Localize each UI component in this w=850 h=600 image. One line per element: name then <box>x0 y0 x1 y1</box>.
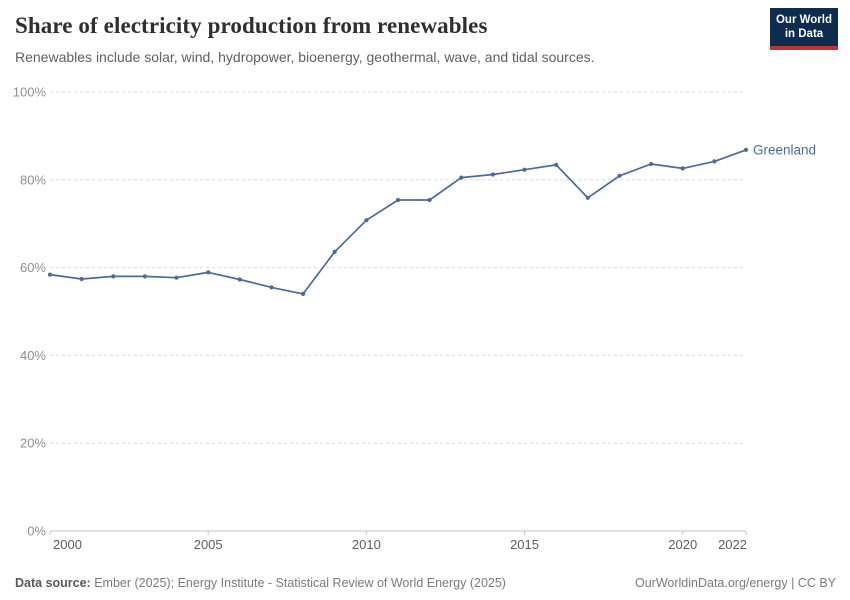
x-tick-label: 2005 <box>194 537 223 552</box>
y-tick-label: 0% <box>27 524 46 539</box>
data-point <box>680 166 685 171</box>
data-source-label: Data source: <box>15 576 91 590</box>
data-point <box>206 270 211 275</box>
data-point <box>364 218 369 223</box>
y-tick-label: 80% <box>20 172 46 187</box>
chart-footer: Data source: Ember (2025); Energy Instit… <box>15 576 836 590</box>
data-source-text: Ember (2025); Energy Institute - Statist… <box>90 576 506 590</box>
data-point <box>427 197 432 203</box>
owid-logo-line2: in Data <box>784 28 824 40</box>
data-point <box>79 276 84 282</box>
series-line <box>49 149 747 295</box>
data-point <box>459 175 464 180</box>
data-point <box>174 275 179 280</box>
chart-header: Share of electricity production from ren… <box>15 12 760 66</box>
data-point <box>554 162 559 167</box>
data-point <box>490 172 495 177</box>
data-point <box>522 167 527 172</box>
data-point <box>585 195 590 200</box>
data-point <box>142 274 147 279</box>
data-point <box>332 249 337 254</box>
y-tick-label: 60% <box>20 260 46 275</box>
data-point <box>47 272 53 277</box>
owid-logo[interactable]: Our World in Data <box>770 8 838 50</box>
data-source: Data source: Ember (2025); Energy Instit… <box>15 576 506 590</box>
data-point <box>743 147 749 152</box>
data-point <box>395 197 401 203</box>
series-end-label: Greenland <box>753 142 816 157</box>
y-tick-label: 40% <box>20 348 46 363</box>
chart-subtitle: Renewables include solar, wind, hydropow… <box>15 48 595 65</box>
data-point <box>269 285 274 290</box>
x-tick-label: 2020 <box>668 537 697 552</box>
owid-logo-line1: Our World <box>775 13 832 26</box>
data-point <box>649 161 654 167</box>
data-point <box>111 274 116 279</box>
chart-title: Share of electricity production from ren… <box>15 13 488 38</box>
y-tick-label: 100% <box>13 85 47 100</box>
x-tick-label: 2010 <box>352 537 381 552</box>
data-point <box>237 277 242 282</box>
data-point <box>301 291 306 296</box>
data-point <box>617 173 622 178</box>
x-tick-label: 2022 <box>718 537 747 552</box>
x-tick-label: 2015 <box>510 537 539 552</box>
y-tick-label: 20% <box>20 436 46 451</box>
x-tick-label: 2000 <box>53 537 82 552</box>
credit-link[interactable]: OurWorldinData.org/energy | CC BY <box>634 576 836 590</box>
data-point <box>712 159 717 164</box>
